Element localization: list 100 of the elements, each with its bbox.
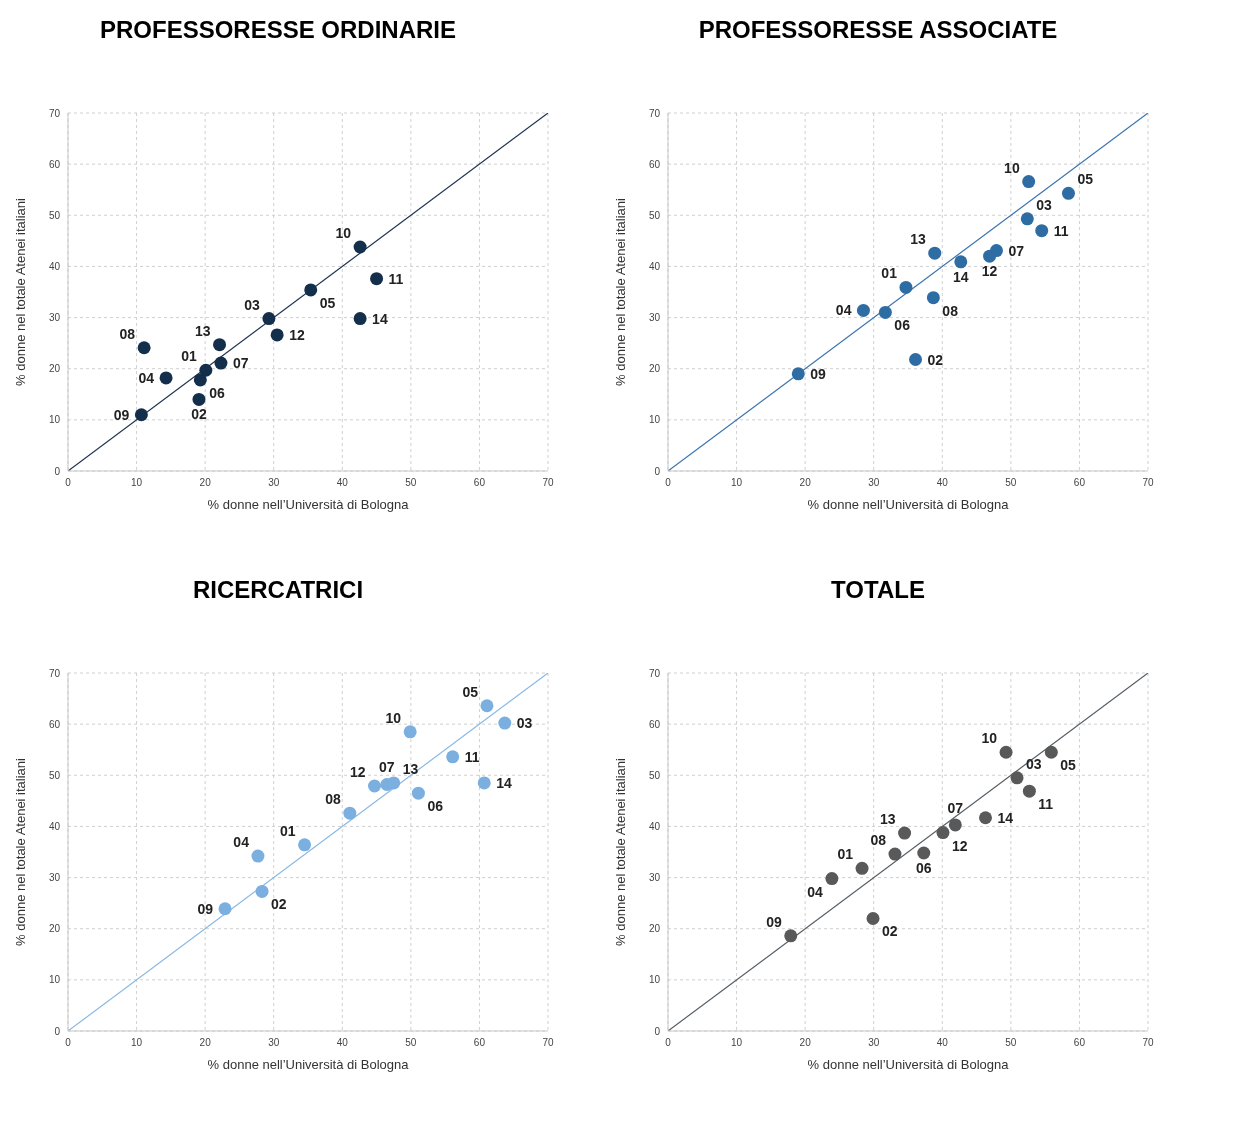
point — [368, 779, 382, 793]
point — [1035, 224, 1049, 238]
y-tick-label: 70 — [48, 107, 61, 119]
x-tick-label: 10 — [131, 477, 143, 489]
point — [214, 356, 228, 370]
annotation: 09 — [113, 406, 130, 423]
annotation: 02 — [271, 896, 287, 913]
x-axis-title: % donne nell’Università di Bologna — [807, 497, 1010, 512]
annotation: 07 — [947, 799, 964, 816]
x-tick-label: 0 — [65, 477, 72, 489]
annotation: 10 — [1004, 159, 1020, 176]
annotation: 02 — [191, 406, 207, 423]
point — [218, 902, 232, 916]
point — [978, 811, 992, 825]
point — [270, 328, 284, 342]
point — [134, 408, 148, 422]
y-tick-label: 30 — [48, 872, 61, 884]
point — [498, 716, 512, 730]
x-tick-label: 20 — [199, 477, 212, 489]
point — [791, 367, 805, 381]
annotation: 05 — [319, 294, 336, 311]
y-tick-label: 20 — [648, 923, 661, 935]
x-tick-label: 10 — [131, 1037, 143, 1049]
point — [983, 249, 997, 263]
annotation: 14 — [997, 809, 1014, 826]
annotation: 08 — [870, 832, 887, 849]
y-tick-label: 70 — [48, 667, 61, 679]
y-tick-label: 10 — [48, 414, 61, 426]
chart-title: PROFESSORESSE ASSOCIATE — [697, 15, 1059, 45]
annotation: 11 — [1053, 222, 1069, 239]
x-tick-label: 20 — [799, 477, 812, 489]
annotation: 02 — [927, 351, 944, 368]
point — [1044, 745, 1058, 759]
x-axis-title: % donne nell’Università di Bologna — [207, 497, 410, 512]
annotation: 13 — [402, 760, 419, 777]
x-tick-label: 40 — [336, 1037, 349, 1049]
point — [878, 305, 892, 319]
point — [928, 246, 942, 260]
annotation: 05 — [1060, 757, 1077, 774]
annotation: 13 — [910, 231, 926, 248]
point — [213, 338, 227, 352]
annotation: 09 — [766, 913, 782, 930]
point — [370, 272, 384, 286]
annotation: 04 — [233, 834, 250, 851]
y-tick-label: 20 — [48, 363, 61, 375]
point — [917, 846, 931, 860]
annotation: 12 — [289, 326, 305, 343]
y-tick-label: 0 — [654, 1025, 661, 1037]
annotation: 06 — [427, 798, 444, 815]
y-tick-label: 0 — [54, 1025, 61, 1037]
point — [343, 806, 357, 820]
annotation: 09 — [810, 365, 827, 382]
annotation: 05 — [1077, 171, 1094, 188]
y-axis-title: % donne nel totale Atenei italiani — [12, 197, 28, 386]
annotation: 11 — [1038, 796, 1054, 813]
y-tick-label: 60 — [48, 718, 61, 730]
x-tick-label: 60 — [1073, 1037, 1086, 1049]
point — [926, 291, 940, 305]
point — [262, 312, 276, 326]
annotation: 13 — [194, 322, 211, 339]
point — [411, 786, 425, 800]
point — [480, 699, 494, 713]
x-tick-label: 40 — [936, 477, 949, 489]
annotation: 10 — [981, 730, 998, 747]
point — [954, 255, 968, 269]
chart-title: RICERCATRICI — [191, 575, 365, 605]
chart-title: TOTALE — [830, 575, 926, 605]
point — [855, 861, 869, 875]
point — [1022, 175, 1036, 189]
x-tick-label: 30 — [268, 477, 280, 489]
annotation: 07 — [232, 355, 249, 372]
point — [192, 392, 206, 406]
y-tick-label: 10 — [48, 974, 61, 986]
x-tick-label: 50 — [1005, 1037, 1017, 1049]
y-tick-label: 50 — [48, 209, 61, 221]
x-tick-label: 70 — [542, 1037, 554, 1049]
y-tick-label: 50 — [648, 769, 661, 781]
point — [251, 849, 265, 863]
y-axis-title: % donne nel totale Atenei italiani — [612, 197, 628, 386]
y-tick-label: 60 — [648, 718, 661, 730]
y-axis-title: % donne nel totale Atenei italiani — [612, 757, 628, 946]
y-tick-label: 0 — [54, 465, 61, 477]
annotation: 01 — [837, 846, 854, 863]
point — [899, 280, 913, 294]
annotation: 04 — [138, 369, 155, 386]
y-tick-label: 30 — [648, 872, 661, 884]
point — [477, 776, 491, 790]
point — [825, 872, 839, 886]
annotation: 04 — [835, 302, 852, 319]
y-tick-label: 20 — [648, 363, 661, 375]
annotation: 01 — [279, 822, 296, 839]
x-tick-label: 50 — [405, 1037, 417, 1049]
point — [1020, 212, 1034, 226]
annotation: 13 — [879, 811, 896, 828]
point — [999, 745, 1013, 759]
annotation: 11 — [464, 748, 480, 765]
x-tick-label: 60 — [473, 1037, 486, 1049]
y-tick-label: 40 — [48, 260, 61, 272]
annotation: 12 — [349, 764, 366, 781]
x-tick-label: 70 — [1142, 477, 1154, 489]
